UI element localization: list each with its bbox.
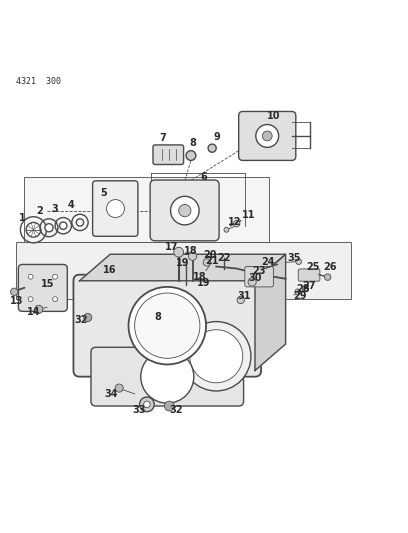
Text: 4: 4 bbox=[68, 200, 75, 211]
Text: 5: 5 bbox=[101, 188, 107, 198]
Circle shape bbox=[186, 151, 196, 160]
Text: 19: 19 bbox=[197, 278, 211, 288]
Text: 31: 31 bbox=[237, 291, 251, 301]
Circle shape bbox=[324, 274, 331, 280]
FancyBboxPatch shape bbox=[91, 348, 244, 406]
Text: 32: 32 bbox=[74, 316, 88, 325]
Text: 21: 21 bbox=[205, 256, 219, 266]
Circle shape bbox=[35, 305, 43, 313]
Circle shape bbox=[171, 196, 199, 225]
Text: 19: 19 bbox=[176, 258, 190, 268]
FancyBboxPatch shape bbox=[239, 111, 296, 160]
Text: 9: 9 bbox=[214, 132, 220, 142]
Circle shape bbox=[144, 401, 150, 408]
Text: 8: 8 bbox=[189, 138, 196, 148]
Circle shape bbox=[76, 219, 84, 226]
Text: 4321  300: 4321 300 bbox=[16, 77, 61, 86]
FancyBboxPatch shape bbox=[298, 269, 320, 281]
Text: 28: 28 bbox=[296, 284, 310, 294]
Circle shape bbox=[233, 221, 240, 227]
Circle shape bbox=[190, 330, 243, 383]
Circle shape bbox=[203, 259, 211, 266]
Text: 26: 26 bbox=[323, 262, 337, 271]
Text: 8: 8 bbox=[155, 312, 162, 322]
FancyBboxPatch shape bbox=[93, 181, 138, 236]
Text: 22: 22 bbox=[217, 253, 231, 263]
Circle shape bbox=[296, 259, 302, 264]
Text: 14: 14 bbox=[27, 307, 40, 317]
Text: 32: 32 bbox=[169, 405, 183, 415]
Circle shape bbox=[11, 288, 18, 295]
Circle shape bbox=[141, 350, 194, 403]
Text: 35: 35 bbox=[287, 253, 301, 263]
FancyBboxPatch shape bbox=[245, 266, 273, 287]
Text: 1: 1 bbox=[19, 213, 26, 223]
Text: 25: 25 bbox=[306, 262, 320, 272]
Circle shape bbox=[60, 222, 67, 229]
Text: 27: 27 bbox=[302, 281, 316, 291]
Circle shape bbox=[179, 205, 191, 217]
Circle shape bbox=[53, 297, 58, 302]
Text: 10: 10 bbox=[267, 110, 281, 120]
Text: 34: 34 bbox=[104, 389, 118, 399]
Text: 33: 33 bbox=[133, 405, 146, 415]
Bar bbox=[24, 177, 269, 242]
Circle shape bbox=[248, 278, 256, 286]
Circle shape bbox=[262, 131, 272, 141]
FancyBboxPatch shape bbox=[73, 274, 261, 377]
Circle shape bbox=[106, 199, 124, 217]
Text: 17: 17 bbox=[165, 242, 179, 252]
Circle shape bbox=[115, 384, 123, 392]
Text: 15: 15 bbox=[41, 279, 55, 289]
FancyBboxPatch shape bbox=[150, 180, 219, 241]
Text: 13: 13 bbox=[9, 296, 23, 306]
Polygon shape bbox=[255, 254, 286, 370]
Text: 20: 20 bbox=[203, 250, 217, 260]
Circle shape bbox=[28, 274, 33, 279]
FancyBboxPatch shape bbox=[18, 264, 67, 311]
Circle shape bbox=[208, 144, 216, 152]
Text: 3: 3 bbox=[52, 204, 58, 214]
Circle shape bbox=[84, 313, 92, 321]
Polygon shape bbox=[80, 254, 286, 281]
Text: 11: 11 bbox=[242, 211, 256, 221]
Circle shape bbox=[164, 401, 174, 411]
Text: 7: 7 bbox=[159, 133, 166, 143]
Circle shape bbox=[129, 287, 206, 365]
Circle shape bbox=[140, 397, 154, 412]
Circle shape bbox=[237, 296, 244, 304]
Circle shape bbox=[256, 125, 279, 147]
Circle shape bbox=[302, 286, 308, 292]
Bar bbox=[16, 242, 351, 299]
Circle shape bbox=[295, 289, 301, 295]
Circle shape bbox=[135, 293, 200, 358]
Text: 16: 16 bbox=[102, 265, 116, 275]
Circle shape bbox=[28, 297, 33, 302]
Circle shape bbox=[182, 321, 251, 391]
Text: 12: 12 bbox=[228, 216, 242, 227]
FancyBboxPatch shape bbox=[153, 145, 184, 165]
Text: 24: 24 bbox=[262, 256, 275, 266]
Text: 18: 18 bbox=[193, 272, 207, 282]
Circle shape bbox=[224, 228, 229, 232]
Text: 29: 29 bbox=[293, 291, 307, 301]
Text: 6: 6 bbox=[201, 172, 207, 182]
Circle shape bbox=[45, 224, 53, 232]
Text: 23: 23 bbox=[252, 265, 266, 276]
Text: 30: 30 bbox=[248, 273, 262, 283]
Circle shape bbox=[174, 247, 184, 257]
Circle shape bbox=[53, 274, 58, 279]
Circle shape bbox=[26, 222, 41, 237]
Text: 2: 2 bbox=[36, 206, 43, 216]
Circle shape bbox=[188, 252, 197, 261]
Text: 18: 18 bbox=[184, 246, 198, 256]
